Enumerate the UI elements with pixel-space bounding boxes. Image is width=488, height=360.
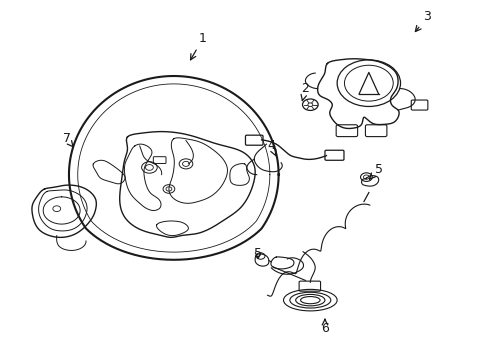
- Text: 7: 7: [62, 132, 73, 147]
- Text: 1: 1: [190, 32, 206, 60]
- Text: 4: 4: [267, 139, 275, 156]
- Text: 3: 3: [414, 10, 430, 32]
- Text: 5: 5: [254, 247, 262, 260]
- Text: 5: 5: [369, 163, 382, 179]
- Text: 2: 2: [301, 82, 309, 101]
- Text: 6: 6: [320, 319, 328, 335]
